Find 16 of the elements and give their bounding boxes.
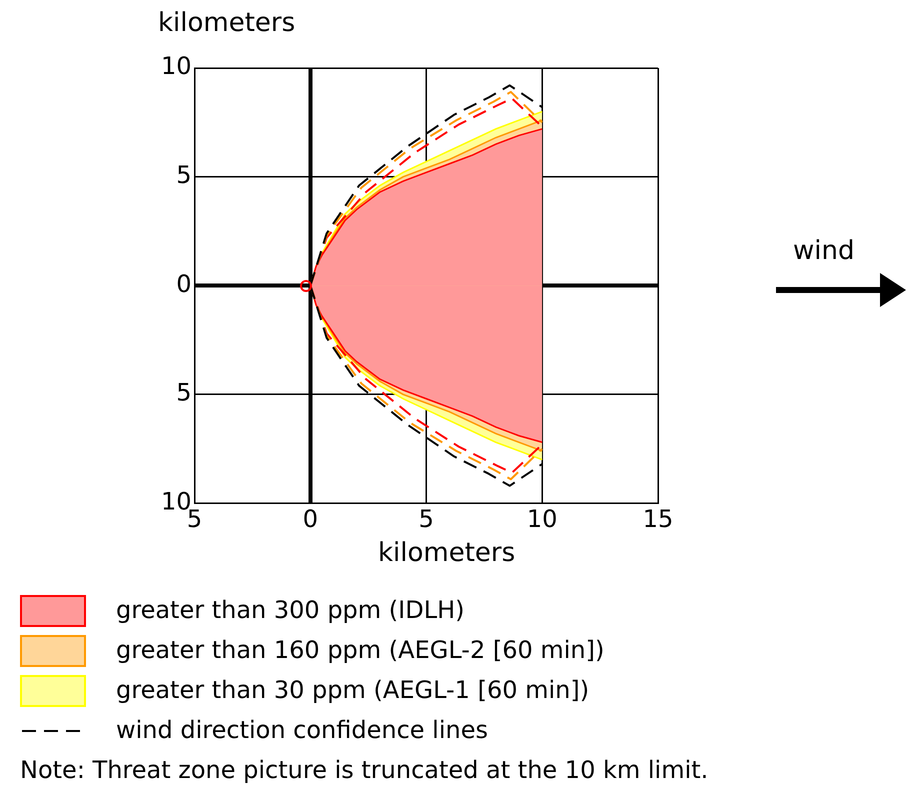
x-tick-label: 10 bbox=[526, 504, 558, 533]
text: Note: Threat zone picture is truncated at the 10 km limit. bbox=[20, 755, 708, 786]
y-tick-label: 10 bbox=[160, 52, 192, 80]
x-tick-label: 0 bbox=[302, 504, 318, 533]
y-tick-label: 0 bbox=[176, 270, 192, 298]
x-axis-title: kilometers bbox=[378, 538, 516, 568]
legend-label: greater than 300 ppm (IDLH) bbox=[116, 596, 465, 624]
y-tick-label: 5 bbox=[176, 378, 192, 407]
y-axis-title: kilometers bbox=[158, 8, 296, 38]
text: wind bbox=[793, 236, 854, 266]
legend-label: wind direction confidence lines bbox=[116, 716, 488, 744]
y-tick-label: 5 bbox=[176, 161, 192, 190]
x-tick-label: 15 bbox=[642, 504, 674, 533]
legend-label: greater than 30 ppm (AEGL-1 [60 min]) bbox=[116, 676, 590, 704]
x-tick-label: 5 bbox=[418, 504, 434, 533]
legend-label: greater than 160 ppm (AEGL-2 [60 min]) bbox=[116, 636, 604, 664]
